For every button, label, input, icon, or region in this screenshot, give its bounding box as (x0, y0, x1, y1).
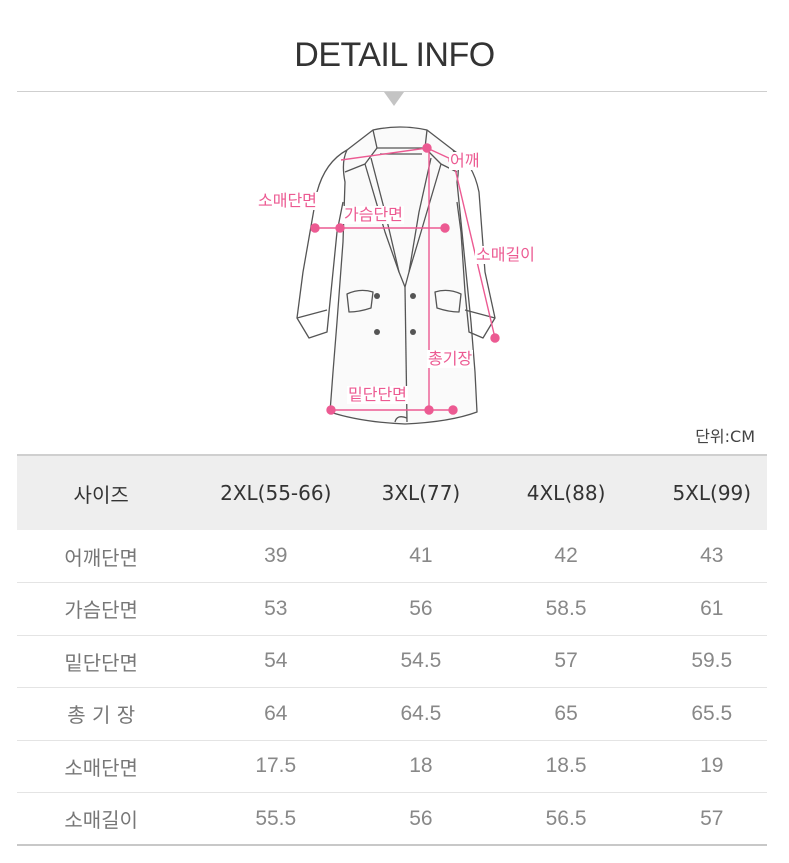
table-cell: 43 (700, 544, 724, 567)
row-label: 가슴단면 (64, 598, 138, 623)
column-header: 5XL(99) (672, 481, 752, 505)
table-cell: 18 (409, 754, 433, 778)
sleeve-width-label: 소매단면 (257, 191, 318, 210)
column-header: 3XL(77) (381, 481, 461, 505)
table-row: 소매길이 55.5 56 56.5 57 (17, 793, 767, 845)
table-cell: 58.5 (545, 596, 587, 620)
shoulder-label: 어깨 (449, 151, 481, 170)
table-cell: 54.5 (400, 649, 442, 673)
table-cell: 57 (554, 649, 578, 673)
table-cell: 54 (264, 649, 288, 673)
chest-label: 가슴단면 (343, 205, 404, 224)
row-label: 밑단단면 (64, 650, 138, 675)
unit-label: 단위:CM (695, 427, 755, 446)
table-cell: 56.5 (545, 806, 587, 830)
row-label: 소매길이 (64, 808, 138, 832)
page-title: DETAIL INFO (294, 36, 495, 74)
table-cell: 41 (409, 544, 433, 567)
table-cell: 19 (700, 754, 724, 778)
table-cell: 55.5 (255, 806, 297, 830)
row-label: 소매단면 (64, 755, 138, 780)
coat-illustration (296, 126, 500, 425)
table-row: 어깨단면 39 41 42 43 (17, 530, 767, 583)
table-cell: 64.5 (400, 701, 442, 725)
total-length-label: 총기장 (427, 349, 474, 368)
table-cell: 56 (409, 806, 433, 830)
column-header: 2XL(55-66) (220, 481, 332, 505)
down-arrow-icon (384, 92, 404, 106)
table-cell: 61 (700, 596, 724, 620)
table-row: 가슴단면 53 56 58.5 61 (17, 583, 767, 635)
row-label: 총 기 장 (67, 703, 136, 728)
table-cell: 65 (554, 701, 578, 725)
table-cell: 57 (700, 806, 724, 830)
table-cell: 18.5 (545, 754, 587, 778)
table-row: 밑단단면 54 54.5 57 59.5 (17, 635, 767, 688)
title-divider (17, 91, 767, 92)
column-header: 4XL(88) (526, 481, 606, 505)
table-cell: 59.5 (691, 649, 733, 673)
table-top-border (17, 454, 767, 456)
column-header: 사이즈 (73, 482, 129, 507)
coat-measurement-diagram: 어깨 소매단면 가슴단면 소매길이 총기장 밑단단면 (257, 122, 585, 447)
hem-label: 밑단단면 (347, 385, 408, 404)
table-cell: 53 (264, 596, 288, 620)
table-row: 소매단면 17.5 18 18.5 19 (17, 740, 767, 793)
table-cell: 39 (264, 544, 288, 567)
table-cell: 56 (409, 596, 433, 620)
table-cell: 65.5 (691, 701, 733, 725)
sleeve-length-label: 소매길이 (475, 245, 536, 264)
size-table: 사이즈 2XL(55-66) 3XL(77) 4XL(88) 5XL(99) 어… (17, 456, 767, 846)
table-cell: 17.5 (255, 754, 297, 778)
row-label: 어깨단면 (64, 545, 138, 570)
table-header-row: 사이즈 2XL(55-66) 3XL(77) 4XL(88) 5XL(99) (17, 456, 767, 530)
table-cell: 42 (554, 544, 578, 567)
table-row: 총 기 장 64 64.5 65 65.5 (17, 688, 767, 740)
table-cell: 64 (264, 701, 288, 725)
